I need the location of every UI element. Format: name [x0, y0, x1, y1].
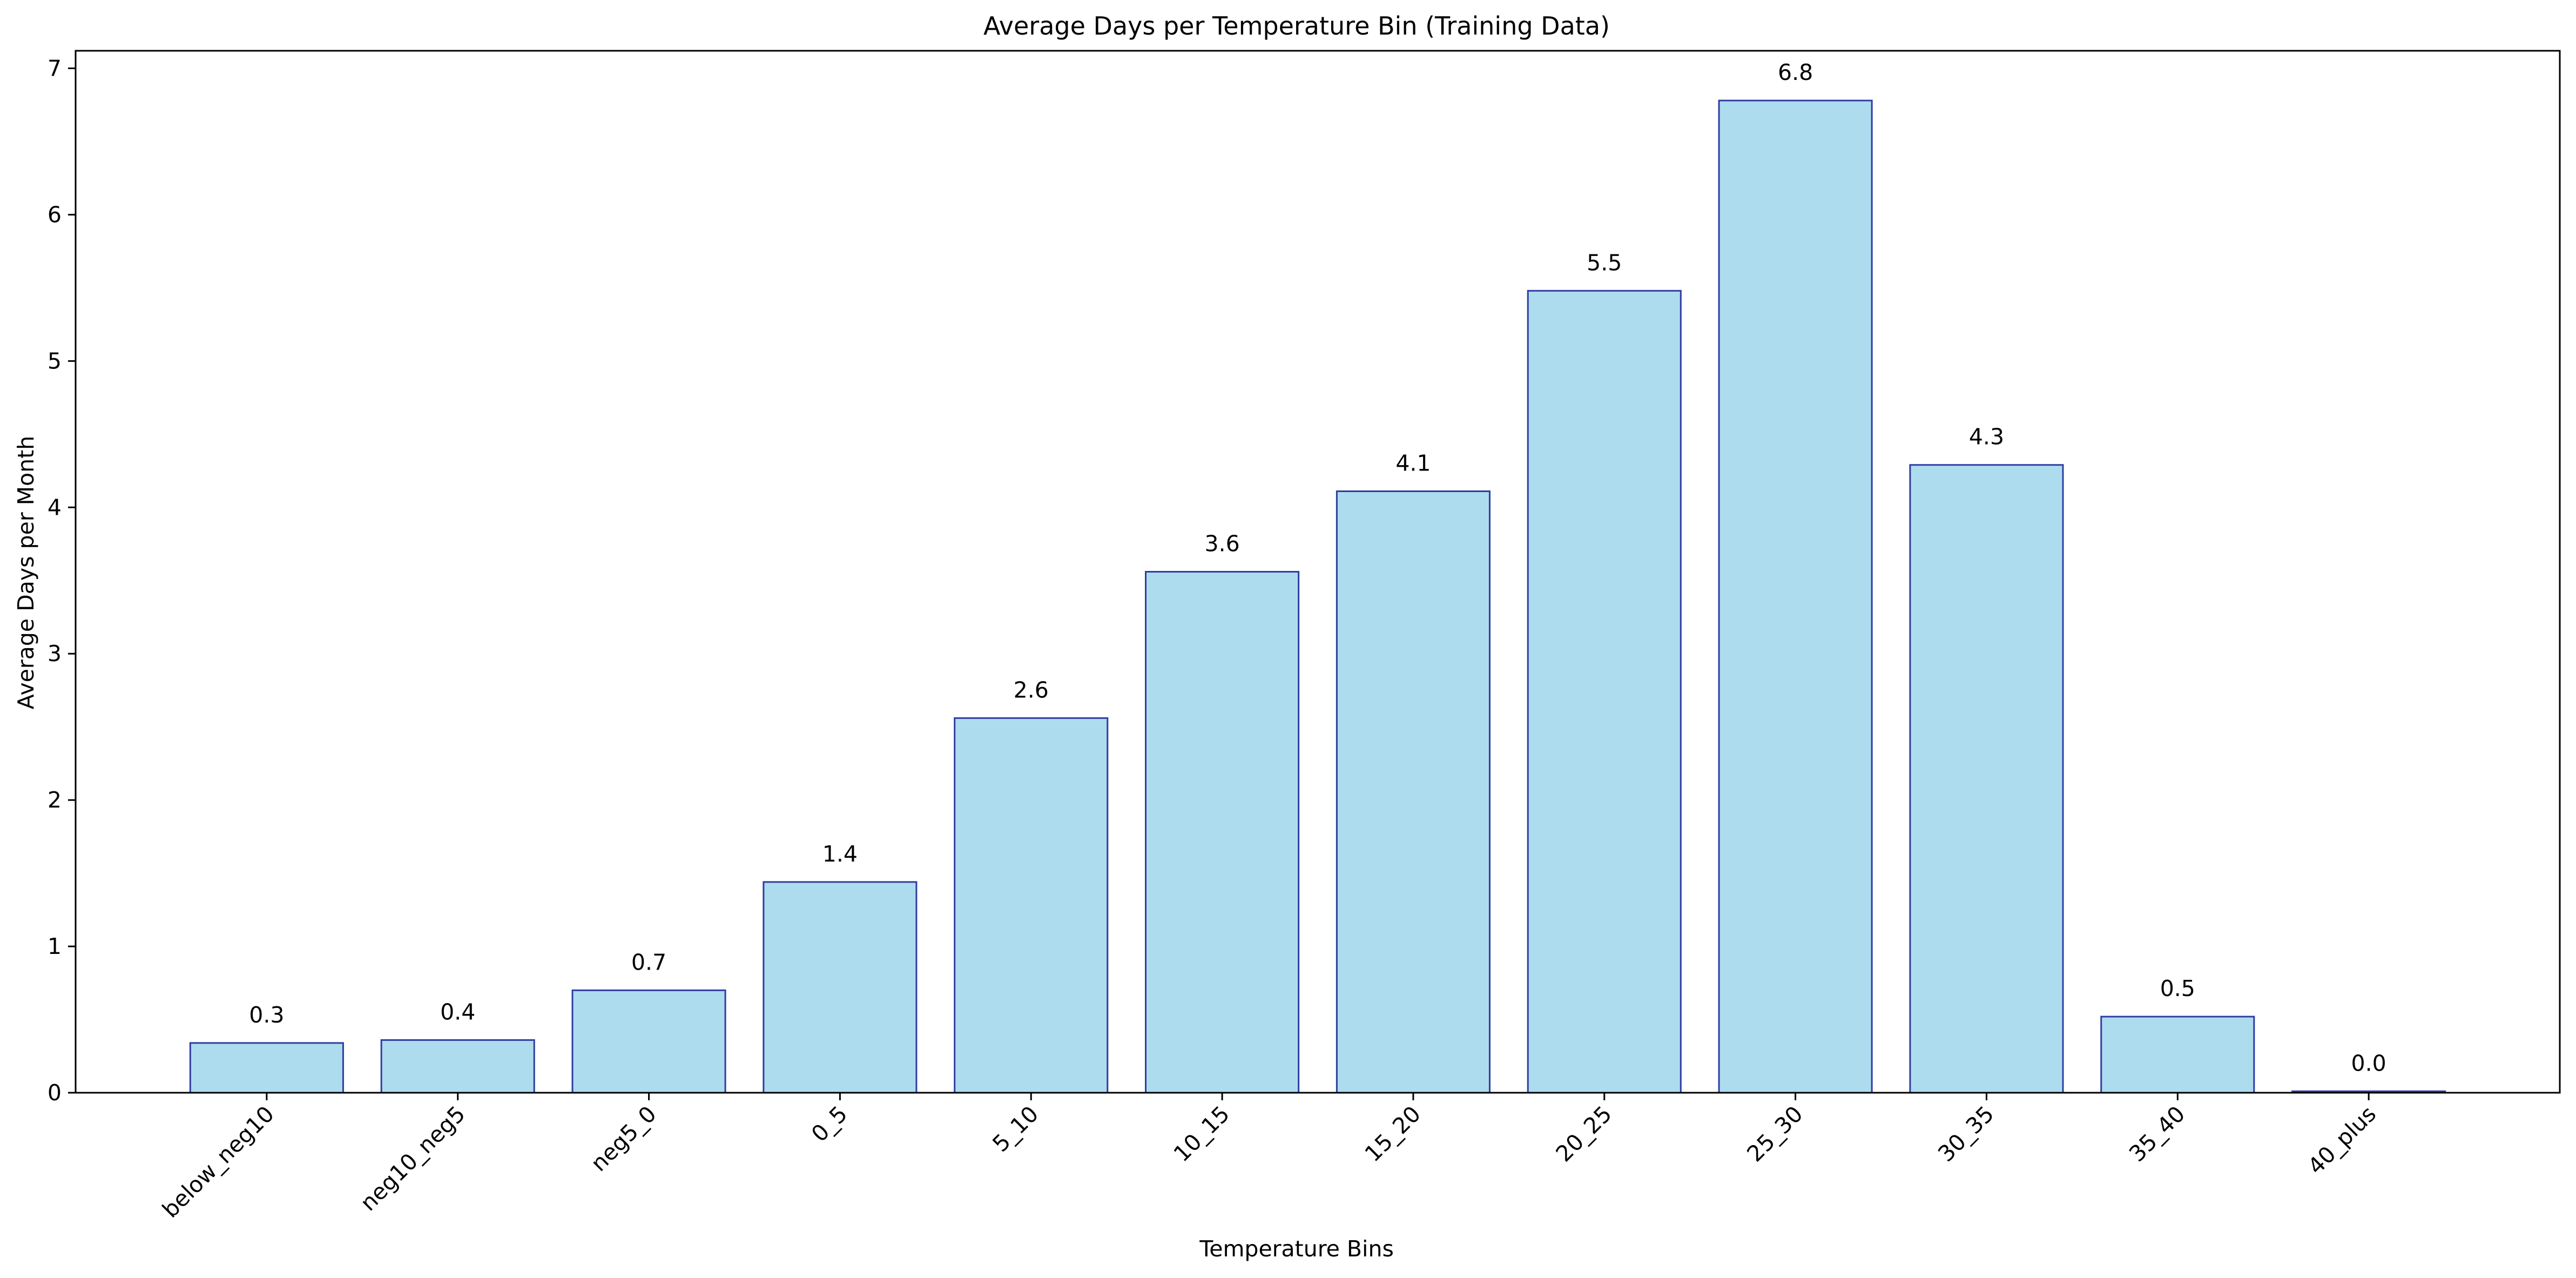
y-tick-label-3: 3: [48, 641, 62, 667]
y-tick-label-5: 5: [48, 348, 62, 374]
data-label-20_25: 5.5: [1587, 250, 1622, 275]
bar-below_neg10: [189, 1042, 344, 1094]
bar-20_25: [1527, 290, 1682, 1094]
data-label-neg5_0: 0.7: [631, 949, 666, 975]
data-label-15_20: 4.1: [1395, 450, 1431, 476]
y-axis-label: Average Days per Month: [13, 436, 39, 709]
bar-30_35: [1909, 464, 2064, 1094]
bar-15_20: [1336, 490, 1491, 1094]
bar-0_5: [763, 881, 918, 1094]
data-label-40_plus: 0.0: [2351, 1050, 2386, 1076]
y-tick-label-7: 7: [48, 56, 62, 82]
data-label-5_10: 2.6: [1014, 677, 1049, 703]
chart-title: Average Days per Temperature Bin (Traini…: [983, 11, 1610, 41]
y-tick-label-2: 2: [48, 787, 62, 813]
axes-frame: [75, 50, 2561, 1094]
data-label-below_neg10: 0.3: [249, 1002, 284, 1028]
bar-25_30: [1718, 99, 1873, 1094]
y-tick-label-1: 1: [48, 933, 62, 959]
y-tick-label-0: 0: [48, 1080, 62, 1106]
data-label-0_5: 1.4: [822, 841, 858, 867]
y-tick-label-6: 6: [48, 201, 62, 227]
y-tick-label-4: 4: [48, 494, 62, 520]
data-label-neg10_neg5: 0.4: [440, 999, 475, 1025]
data-label-25_30: 6.8: [1778, 59, 1813, 85]
bar-5_10: [954, 717, 1109, 1094]
x-axis-label: Temperature Bins: [1199, 1236, 1394, 1262]
bar-neg10_neg5: [380, 1039, 535, 1094]
bar-10_15: [1145, 571, 1300, 1094]
data-label-35_40: 0.5: [2160, 976, 2195, 1001]
data-label-30_35: 4.3: [1969, 424, 2004, 450]
data-label-10_15: 3.6: [1204, 531, 1239, 557]
bar-35_40: [2100, 1015, 2255, 1094]
bar-neg5_0: [571, 989, 726, 1094]
